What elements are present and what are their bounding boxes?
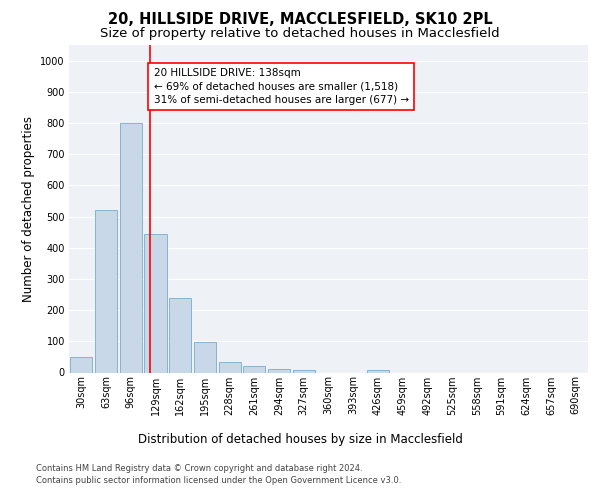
Bar (70, 357, 92, 372)
Bar (169, 298, 191, 372)
Text: 20 HILLSIDE DRIVE: 138sqm
← 69% of detached houses are smaller (1,518)
31% of se: 20 HILLSIDE DRIVE: 138sqm ← 69% of detac… (154, 68, 409, 105)
Bar (218, 362, 241, 372)
Bar (243, 366, 265, 372)
Bar (145, 234, 167, 372)
Text: Distribution of detached houses by size in Macclesfield: Distribution of detached houses by size … (137, 432, 463, 446)
Bar (119, 123, 142, 372)
Bar (95, 210, 117, 372)
Text: Size of property relative to detached houses in Macclesfield: Size of property relative to detached ho… (100, 28, 500, 40)
Text: 20, HILLSIDE DRIVE, MACCLESFIELD, SK10 2PL: 20, HILLSIDE DRIVE, MACCLESFIELD, SK10 2… (107, 12, 493, 28)
Y-axis label: Number of detached properties: Number of detached properties (22, 116, 35, 302)
Text: Contains HM Land Registry data © Crown copyright and database right 2024.: Contains HM Land Registry data © Crown c… (36, 464, 362, 473)
Text: Contains public sector information licensed under the Open Government Licence v3: Contains public sector information licen… (36, 476, 401, 485)
Bar (293, 370, 315, 372)
Bar (367, 370, 389, 372)
Bar (194, 342, 216, 372)
Bar (268, 369, 290, 372)
